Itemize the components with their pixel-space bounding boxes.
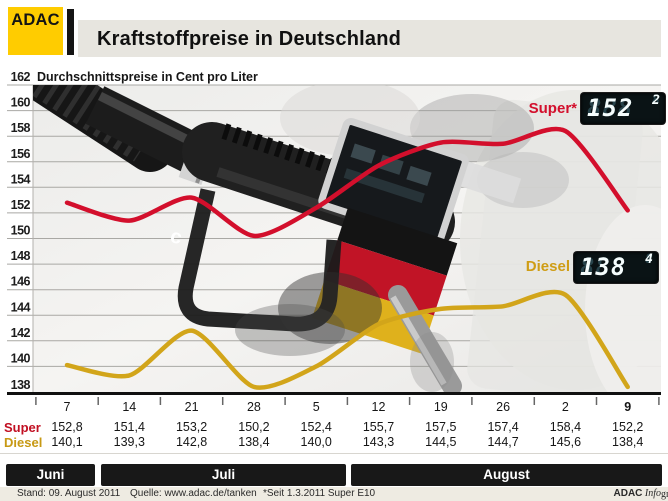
y-axis-label: 146 (11, 275, 31, 289)
diesel-value: 138,4 (238, 435, 270, 449)
trigger-guard (177, 188, 342, 332)
diesel-price-value: 138 (580, 253, 627, 281)
nozzle-spout (388, 285, 462, 392)
super-value: 150,2 (238, 420, 270, 434)
diesel-line (64, 289, 630, 390)
footer-bar: Stand: 09. August 2011 Quelle: www.adac.… (0, 487, 668, 501)
y-axis-label: 150 (11, 224, 31, 238)
y-axis-label: 152 (11, 198, 31, 212)
super-value: 153,2 (175, 420, 208, 434)
table-row-label-super: Super (4, 420, 41, 435)
lcd-ghost-segments: 888 (587, 94, 634, 122)
y-axis-label: 160 (11, 96, 31, 110)
months-divider (0, 453, 668, 454)
stand-date: Stand: 09. August 2011 (17, 488, 121, 499)
date-label: 5 (312, 400, 320, 414)
super-value: 157,5 (425, 420, 457, 434)
date-label: 26 (496, 400, 511, 414)
date-label: 12 (371, 400, 386, 414)
date-label: 28 (246, 400, 261, 414)
super-value: 158,4 (549, 420, 582, 434)
date-label: 14 (122, 400, 137, 414)
super-value: 152,4 (300, 420, 332, 434)
y-axis-label: 158 (11, 121, 31, 135)
y-axis-label: 162 (11, 70, 31, 84)
month-bar-august: August (351, 464, 662, 486)
y-axis-label: 140 (11, 351, 31, 365)
month-bar-juli: Juli (101, 464, 346, 486)
super-price-value: 152 (587, 94, 634, 122)
super-value: 157,4 (487, 420, 519, 434)
diesel-value: 140,1 (51, 435, 83, 449)
page-title: Kraftstoffpreise in Deutschland (97, 28, 402, 50)
legend-super-label: Super* (528, 100, 577, 117)
diesel-value: 143,3 (362, 435, 395, 449)
diesel-price-display: 888 138 8 4 (574, 252, 658, 283)
adac-logo: ADAC (8, 7, 63, 55)
svg-text:c: c (168, 225, 183, 249)
super-value: 152,8 (51, 420, 83, 434)
super-price-display: 888 152 8 2 (581, 93, 665, 124)
title-band: Kraftstoffpreise in Deutschland (78, 20, 661, 57)
source-text: Quelle: www.adac.de/tanken (130, 488, 257, 499)
diesel-value: 138,4 (612, 435, 644, 449)
diesel-value: 142,8 (175, 435, 208, 449)
diesel-value: 140,0 (300, 435, 332, 449)
axis-layer: 138 140 142 144 146 148 150 152 154 156 158 160 162 D… (7, 70, 661, 405)
date-label: 2 (561, 400, 569, 414)
y-axis-label: 148 (11, 249, 31, 263)
credit: ADAC Infogramm (613, 488, 668, 500)
series-layer (64, 126, 630, 390)
table-row-label-diesel: Diesel (4, 435, 43, 450)
y-axis-label: 144 (11, 300, 31, 314)
legend-diesel-label: Diesel (525, 258, 570, 275)
logo-divider (67, 9, 74, 55)
chart-title: Durchschnittspreise in Cent pro Liter (37, 70, 258, 84)
fuel-nozzle-photo: c (33, 85, 661, 392)
date-label: 21 (184, 400, 199, 414)
diesel-value: 139,3 (113, 435, 145, 449)
date-label: 7 (63, 400, 71, 414)
y-axis-label: 138 (11, 378, 31, 392)
super-value: 155,7 (362, 420, 395, 434)
month-bar-juni: Juni (6, 464, 95, 486)
super-value: 151,4 (113, 420, 145, 434)
german-flag-grip (312, 207, 458, 354)
super-value: 152,2 (612, 420, 644, 434)
super-price-decimal: 2 (652, 93, 660, 108)
diesel-value: 145,6 (549, 435, 582, 449)
diesel-value: 144,7 (487, 435, 519, 449)
date-label: 19 (433, 400, 448, 414)
footnote: *Seit 1.3.2011 Super E10 (263, 488, 376, 499)
lcd-ghost-segments: 888 (580, 253, 627, 281)
x-axis-line (7, 392, 661, 395)
y-axis-label: 142 (11, 326, 31, 340)
diesel-value: 144,5 (425, 435, 457, 449)
y-axis-label: 154 (11, 172, 31, 186)
y-axis-label: 156 (11, 147, 31, 161)
date-label: 9 (624, 400, 632, 414)
diesel-price-decimal: 4 (645, 252, 653, 267)
super-line (64, 126, 630, 239)
